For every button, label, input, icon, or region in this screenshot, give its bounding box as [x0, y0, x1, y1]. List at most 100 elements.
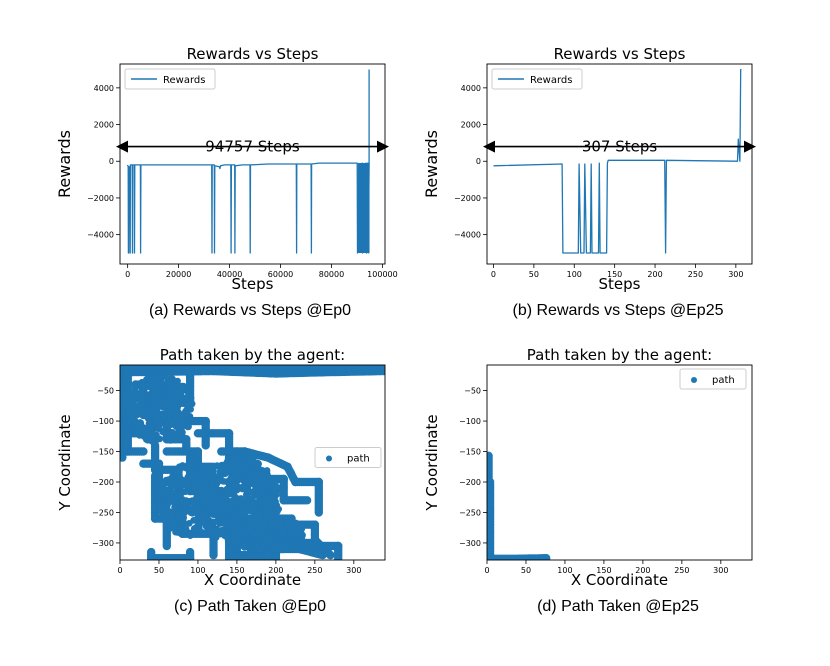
axes-frame-d: [486, 364, 753, 561]
path-point: [172, 423, 180, 430]
path-point: [285, 531, 293, 538]
path-point: [237, 455, 245, 462]
path-point: [157, 500, 165, 508]
plot-area-a: [126, 69, 370, 254]
path-segment: [295, 541, 343, 560]
path-point: [144, 382, 152, 390]
path-point: [252, 543, 259, 551]
path-point: [229, 458, 237, 466]
legend-box: [314, 447, 382, 468]
x-tick-label-c: 150: [229, 566, 244, 575]
path-point: [231, 513, 239, 521]
path-point: [246, 517, 254, 525]
legend-b: Rewards: [491, 68, 583, 90]
path-point: [242, 532, 250, 540]
path-point: [128, 423, 136, 431]
legend-d: path: [679, 368, 747, 390]
path-point: [240, 461, 247, 469]
x-axis-label-c: X Coordinate: [204, 571, 301, 589]
path-point: [165, 476, 173, 483]
path-point: [185, 368, 195, 377]
path-point: [180, 514, 188, 522]
path-point: [155, 373, 163, 380]
path-point: [266, 481, 273, 489]
path-point: [178, 424, 186, 431]
path-point: [239, 503, 247, 511]
path-point: [123, 419, 131, 426]
path-point: [263, 469, 271, 477]
path-point: [148, 437, 156, 445]
x-axis-label-d: X Coordinate: [571, 571, 668, 589]
path-point: [201, 470, 208, 478]
plot-area-d: [487, 451, 551, 560]
path-point: [166, 524, 174, 532]
path-point: [147, 427, 155, 435]
path-point: [262, 539, 269, 546]
path-point: [161, 372, 169, 380]
path-point: [260, 520, 268, 528]
path-point: [220, 478, 228, 485]
chart-c: 0 50 100 150 200 250 300 −300 −250 −200 −150 −100 −5…: [56, 346, 386, 589]
path-point: [182, 464, 190, 472]
path-point: [183, 395, 190, 403]
path-point: [275, 505, 282, 513]
path-point: [250, 530, 258, 537]
path-point: [131, 384, 139, 391]
path-point: [183, 480, 190, 488]
path-point: [156, 435, 164, 443]
caption-c: (c) Path Taken @Ep0: [173, 598, 327, 615]
path-point: [261, 528, 269, 535]
plot-area-b: [493, 68, 742, 254]
caption-b: (b) Rewards vs Steps @Ep25: [512, 302, 724, 319]
path-point: [193, 493, 201, 501]
legend-swatch: [691, 377, 697, 383]
chart-title-a: Rewards vs Steps: [187, 45, 319, 63]
path-point: [183, 504, 190, 512]
x-tick-label-d: 200: [635, 566, 650, 575]
y-tick-label-c: −150: [92, 448, 114, 457]
y-tick-label-b: −2000: [454, 194, 481, 203]
y-axis-label-d: Y Coordinate: [423, 414, 441, 511]
x-tick-label-d: 50: [521, 566, 531, 575]
path-point: [224, 485, 232, 492]
path-point: [248, 501, 256, 508]
path-point: [166, 393, 174, 401]
path-point: [542, 554, 551, 560]
path-point: [257, 545, 265, 553]
x-tick-label-a: 40000: [217, 270, 242, 279]
path-point: [219, 520, 227, 527]
path-segment: [147, 547, 195, 560]
x-tick-label-d: 100: [557, 566, 572, 575]
legend-label: path: [347, 454, 370, 465]
path-point: [234, 528, 242, 535]
path-point: [127, 391, 135, 399]
path-point: [192, 516, 200, 524]
path-point: [270, 495, 277, 502]
path-point: [226, 490, 234, 498]
x-tick-label-d: 250: [674, 566, 689, 575]
chart-title-c: Path taken by the agent:: [160, 346, 345, 364]
x-tick-label-b: 100: [567, 270, 582, 279]
path-point: [183, 497, 190, 504]
path-point: [162, 402, 170, 410]
series-line-b: [493, 68, 742, 254]
path-point: [246, 480, 253, 488]
path-point: [208, 480, 216, 488]
path-point: [234, 537, 242, 545]
path-point: [289, 540, 297, 547]
path-point: [155, 403, 163, 410]
path-point: [326, 550, 335, 560]
path-point: [185, 547, 195, 557]
path-point: [231, 483, 239, 491]
path-point: [487, 477, 495, 487]
axes-frame-a: [119, 63, 386, 265]
path-point: [206, 522, 214, 530]
path-point: [163, 507, 171, 514]
path-point: [126, 403, 134, 411]
y-tick-label-a: 2000: [94, 121, 114, 130]
path-point: [161, 516, 169, 524]
y-tick-label-a: 4000: [94, 84, 114, 93]
path-point: [261, 508, 269, 515]
legend-label: path: [712, 375, 735, 386]
